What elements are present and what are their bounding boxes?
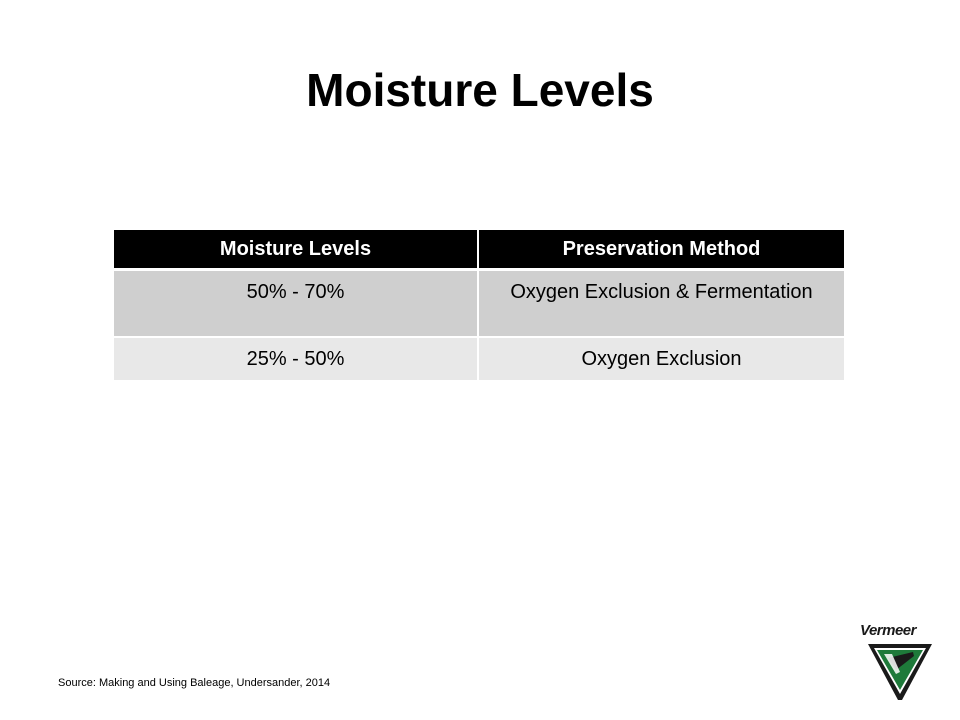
vermeer-v-logo-icon [868,644,932,700]
table-row: 50% - 70% Oxygen Exclusion & Fermentatio… [114,269,844,338]
table-header-row: Moisture Levels Preservation Method [114,230,844,271]
vermeer-logo: Vermeer [860,622,940,700]
table-cell-method: Oxygen Exclusion & Fermentation [478,269,844,338]
source-citation: Source: Making and Using Baleage, Unders… [58,677,331,689]
table-cell-moisture: 50% - 70% [114,269,479,338]
column-header-preservation-method: Preservation Method [478,230,844,271]
table-row: 25% - 50% Oxygen Exclusion [114,337,844,382]
column-header-moisture-levels: Moisture Levels [114,230,479,271]
moisture-table: Moisture Levels Preservation Method 50% … [114,230,844,382]
slide-title: Moisture Levels [306,64,654,116]
logo-v-highlight [884,654,900,674]
logo-wordmark: Vermeer [860,622,917,639]
table-cell-method: Oxygen Exclusion [478,337,844,382]
table-cell-moisture: 25% - 50% [114,337,479,382]
